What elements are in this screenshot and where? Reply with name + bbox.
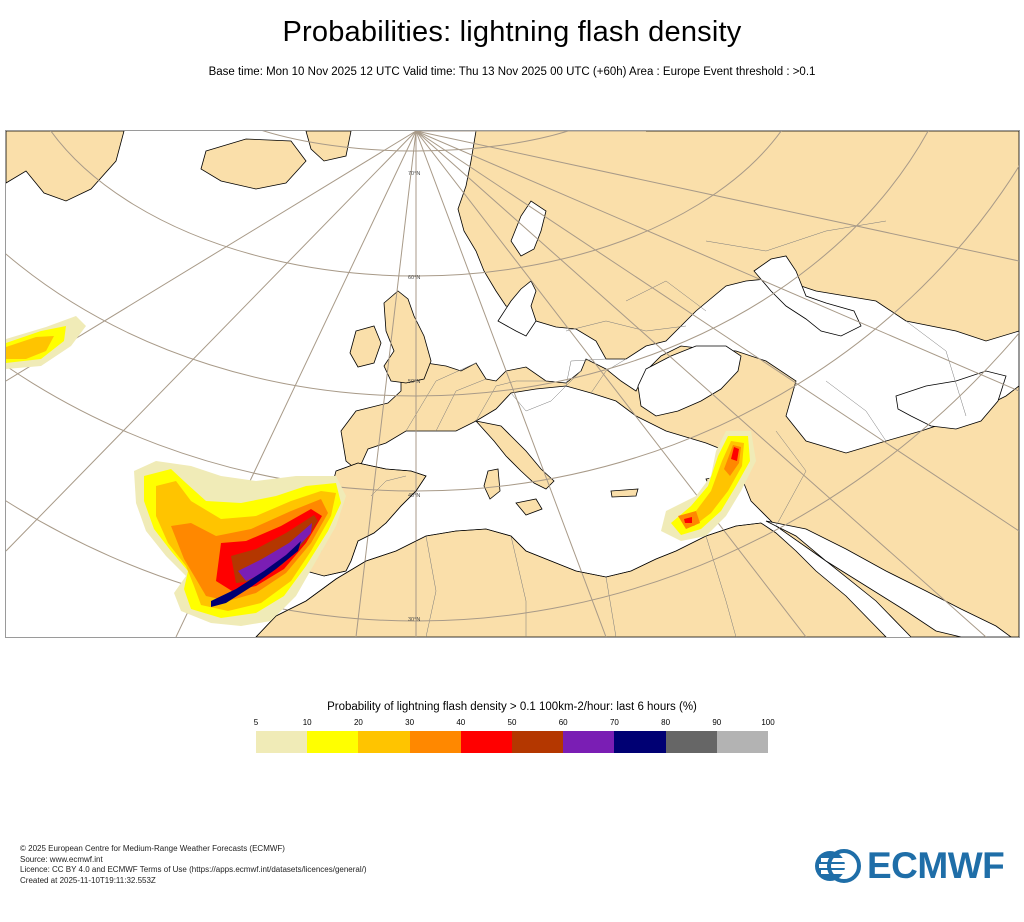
prob-40-east-med-s [684,517,692,523]
legend-tick: 100 [761,718,775,727]
land-great-britain [383,290,432,384]
logo-text: ECMWF [867,845,1005,886]
legend-swatch [716,731,769,753]
map-panel[interactable]: 70°N 60°N 50°N 40°N 30°N [5,130,1020,638]
sea-black-sea [637,345,742,417]
lat-label-40: 40°N [408,493,420,499]
prob-70-iberia [211,541,301,607]
sea-baltic [497,280,537,337]
graticule-layer [6,131,1019,637]
legend-swatch [614,731,666,753]
land-northern-islands [305,131,352,162]
legend-colorbar [256,731,769,753]
lat-label-50: 50°N [408,379,420,385]
chart-title: Probabilities: lightning flash density [282,16,742,48]
legend-tick: 50 [507,718,517,727]
lat-label-30: 30°N [408,617,420,623]
footer-source: Source: www.ecmwf.int [20,854,103,864]
legend-tick: 90 [712,718,722,727]
land-greenland [6,131,125,202]
ecmwf-emblem-icon [815,849,861,883]
legend-tick: 20 [353,718,363,727]
land-ireland [349,325,382,368]
sea-layer [497,200,1012,637]
legend-swatch [409,731,461,753]
legend-swatch [665,731,717,753]
land-crete [610,488,639,498]
footer-licence: Licence: CC BY 4.0 and ECMWF Terms of Us… [20,865,367,874]
chart-subtitle: Base time: Mon 10 Nov 2025 12 UTC Valid … [208,66,816,78]
borders-layer [370,220,967,637]
coastline-overlay [255,462,762,637]
land-sardinia [483,468,501,500]
legend-tick: 60 [558,718,568,727]
legend-swatch [256,731,308,753]
legend-tick: 30 [405,718,415,727]
land-iceland [200,138,307,190]
legend-title: Probability of lightning flash density >… [327,701,697,713]
latitude-labels: 70°N 60°N 50°N 40°N 30°N [408,171,420,623]
legend-swatch [563,731,615,753]
footer-created: Created at 2025-11-10T19:11:32.553Z [20,875,156,885]
prob-60-iberia [238,523,312,581]
sea-red-sea [765,520,1012,637]
sea-bothnia [510,200,547,257]
land-italy [474,420,555,490]
legend-swatch [460,731,513,753]
footer: © 2025 European Centre for Medium-Range … [20,844,367,886]
sea-caspian [753,255,862,337]
land-sicily [515,498,543,516]
legend-swatch [358,731,410,753]
legend-tick: 80 [661,718,671,727]
legend-swatch [512,731,564,753]
legend-ticks: 5 10 20 30 40 50 60 70 80 90 100 [253,718,775,730]
legend-tick: 70 [609,718,619,727]
legend-tick: 10 [302,718,312,727]
prob-20-atlantic-w [6,336,54,359]
footer-copyright: © 2025 European Centre for Medium-Range … [20,844,285,853]
prob-40-east-med [731,447,739,461]
europe-map: 70°N 60°N 50°N 40°N 30°N [6,131,1019,637]
legend-tick: 40 [456,718,466,727]
legend-swatch [307,731,359,753]
lat-label-70: 70°N [408,171,420,177]
probability-field [6,316,756,626]
sea-persian-gulf [895,370,1007,430]
lat-label-60: 60°N [408,275,420,281]
legend-tick: 5 [253,718,259,727]
ecmwf-logo[interactable]: ECMWF [813,845,1005,886]
